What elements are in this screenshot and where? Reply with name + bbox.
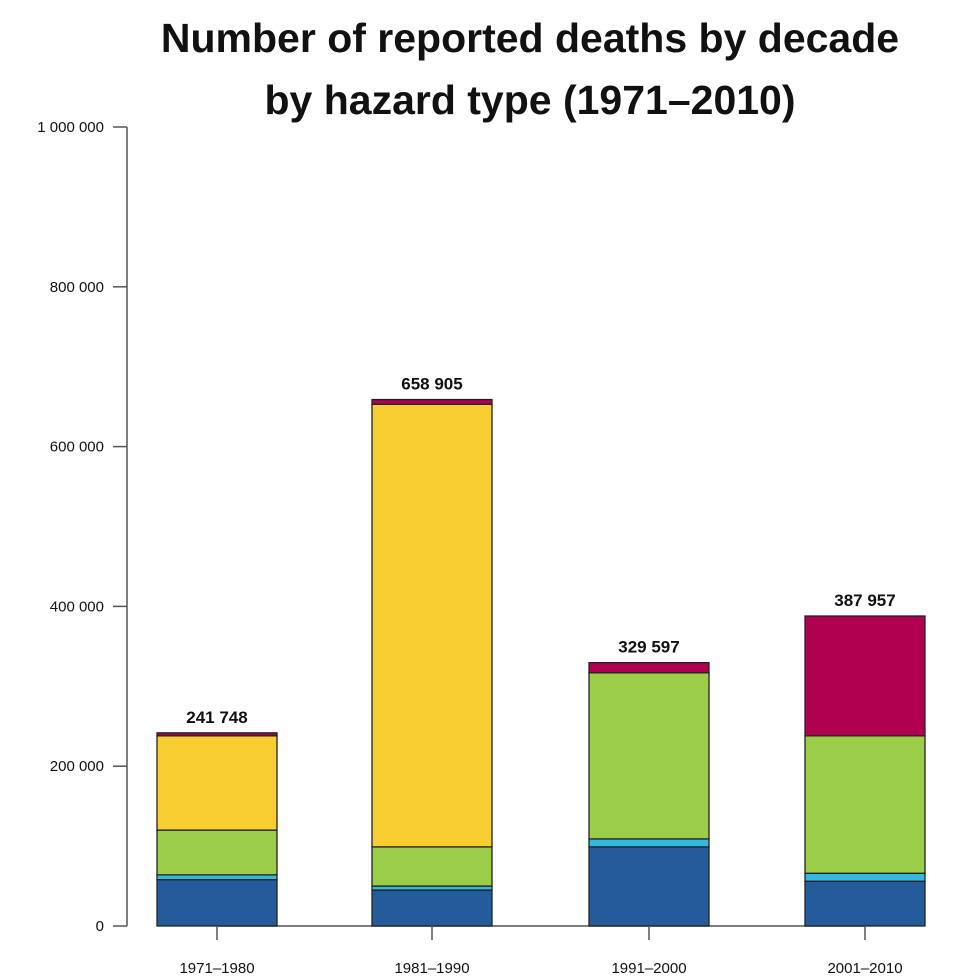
bar-segment-1981–1990-series-4 <box>371 403 493 848</box>
y-tick-label: 400 000 <box>50 598 104 615</box>
total-data-label: 329 597 <box>618 638 679 657</box>
total-data-label: 658 905 <box>401 375 462 394</box>
bar-segment-1971–1980-series-3 <box>156 829 278 876</box>
bar-segment-1991–2000-series-5 <box>588 662 710 674</box>
bar-segment-1991–2000-series-3 <box>588 672 710 840</box>
total-data-label: 241 748 <box>186 708 247 727</box>
x-tick-label: 2001–2010 <box>827 960 902 977</box>
y-tick-label: 800 000 <box>50 279 104 296</box>
chart-title-line-2: by hazard type (1971–2010) <box>264 77 796 123</box>
y-tick-label: 0 <box>96 918 104 935</box>
bar-segment-2001–2010-series-2 <box>804 872 926 882</box>
bar-segment-1971–1980-series-1 <box>156 879 278 927</box>
bar-segment-2001–2010-series-3 <box>804 735 926 874</box>
bar-segment-1991–2000-series-2 <box>588 838 710 848</box>
total-data-label: 387 957 <box>834 591 895 610</box>
x-tick-label: 1991–2000 <box>611 960 686 977</box>
y-tick-label: 200 000 <box>50 758 104 775</box>
bar-segment-1981–1990-series-3 <box>371 846 493 887</box>
bar-segment-1971–1980-series-5 <box>156 732 278 737</box>
bar-segment-1971–1980-series-4 <box>156 735 278 831</box>
y-tick-label: 1 000 000 <box>37 119 104 136</box>
bar-segment-1981–1990-series-5 <box>371 398 493 405</box>
x-tick-label: 1971–1980 <box>179 960 254 977</box>
x-tick-label: 1981–1990 <box>394 960 469 977</box>
chart-title-line-1: Number of reported deaths by decade <box>160 15 900 61</box>
y-tick-label: 600 000 <box>50 439 104 456</box>
bar-segment-1981–1990-series-1 <box>371 889 493 927</box>
bar-segment-2001–2010-series-1 <box>804 880 926 927</box>
bar-segment-1971–1980-series-2 <box>156 874 278 881</box>
bar-segment-1991–2000-series-1 <box>588 846 710 927</box>
bar-segment-2001–2010-series-5 <box>804 615 926 737</box>
